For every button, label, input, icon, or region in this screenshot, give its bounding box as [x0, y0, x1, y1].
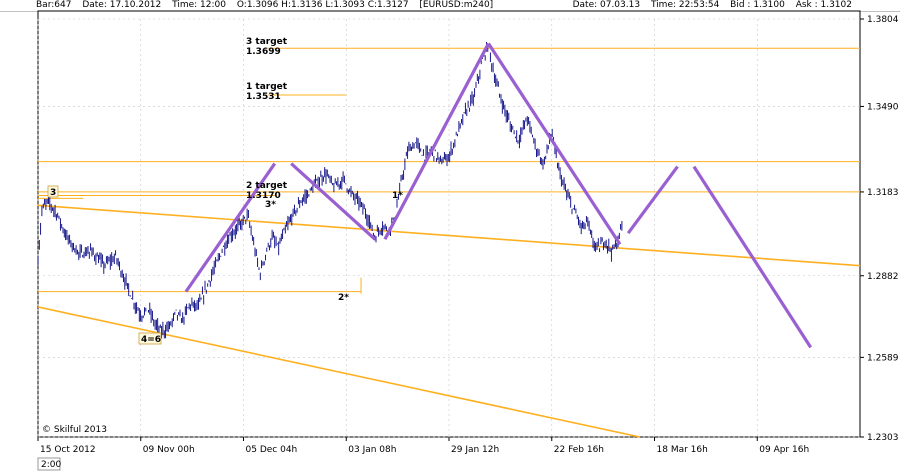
info-bar-left: Bar:647 Date: 17.10.2012 Time: 12:00 O:1… — [36, 0, 501, 11]
y-axis: 1.3804 1.3490 1.3183 1.2882 1.2589 1.2303 — [860, 15, 899, 443]
target2-label: 2 target — [246, 181, 288, 191]
level-lines — [38, 47, 860, 294]
y-tick-label: 1.2303 — [867, 433, 899, 443]
projection-line — [290, 162, 377, 241]
x-tick-label: 03 Jan 08h — [348, 445, 396, 455]
bar-time: Time: 12:00 — [172, 0, 226, 10]
annotations: 3 target 1.3699 1 target 1.3531 2 target… — [47, 37, 403, 345]
y-tick-label: 1.3183 — [867, 188, 899, 198]
projection-lines — [184, 42, 813, 349]
projection-line — [692, 165, 813, 349]
ask-price: Ask : 1.3102 — [795, 0, 852, 10]
y-tick-label: 1.3804 — [867, 15, 899, 25]
x-tick-label: 18 Mar 16h — [657, 445, 708, 455]
price-bars — [37, 42, 623, 339]
y-tick-label: 1.2589 — [867, 353, 899, 363]
mark-3: 3 — [50, 188, 56, 198]
corner-box — [37, 457, 61, 471]
symbol-label: [EURUSD:m240] — [419, 0, 494, 10]
target1-label: 1 target — [246, 82, 288, 92]
bid-price: Bid : 1.3100 — [730, 0, 785, 10]
mark-46-box — [138, 332, 162, 345]
y-tick-label: 1.2882 — [867, 272, 899, 282]
current-date: Date: 07.03.13 — [572, 0, 641, 10]
bar-date: Date: 17.10.2012 — [82, 0, 162, 10]
x-tick-label: 22 Feb 16h — [554, 445, 604, 455]
target3-label: 3 target — [246, 37, 288, 47]
current-time: Time: 22:53:54 — [650, 0, 720, 10]
info-bar: Bar:647 Date: 17.10.2012 Time: 12:00 O:1… — [0, 0, 900, 12]
mark-2s: 2* — [338, 293, 349, 303]
target2-value: 1.3170 — [246, 191, 281, 201]
corner-label: 2:00 — [41, 460, 61, 470]
x-tick-label: 09 Apr 16h — [759, 445, 809, 455]
target1-value: 1.3531 — [246, 92, 281, 102]
x-axis: 15 Oct 2012 09 Nov 00h 05 Dec 04h 03 Jan 08… — [37, 437, 809, 455]
x-tick-label: 09 Nov 00h — [143, 445, 195, 455]
bar-ohlc: O:1.3096 H:1.3136 L:1.3093 C:1.3127 — [236, 0, 409, 10]
mark-46: 4=6 — [141, 335, 161, 345]
projection-line — [626, 165, 679, 235]
x-tick-label: 05 Dec 04h — [246, 445, 298, 455]
trend-line — [37, 204, 861, 267]
target3-value: 1.3699 — [246, 47, 281, 57]
mark-1s: 1* — [392, 191, 403, 201]
y-tick-label: 1.3490 — [867, 102, 899, 112]
info-bar-right: Date: 07.03.13 Time: 22:53:54 Bid : 1.31… — [573, 0, 860, 11]
x-tick-label: 15 Oct 2012 — [40, 445, 96, 455]
x-tick-label: 29 Jan 12h — [451, 445, 499, 455]
bar-index: Bar:647 — [36, 0, 72, 10]
mark-3s: 3* — [265, 200, 276, 210]
projection-line — [383, 42, 490, 241]
price-series — [37, 42, 623, 339]
mark-3-box — [47, 185, 59, 198]
trend-line — [37, 306, 640, 438]
projection-line — [487, 42, 622, 246]
copyright: © Skilful 2013 — [42, 425, 107, 435]
trend-lines — [37, 204, 861, 438]
projection-line — [184, 162, 277, 293]
